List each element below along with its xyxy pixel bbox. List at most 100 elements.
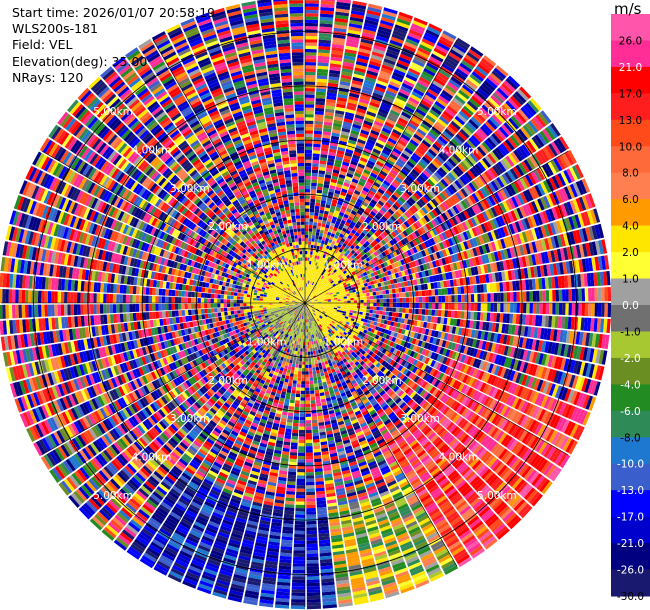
velocity-gate	[346, 145, 355, 151]
velocity-gate	[328, 151, 336, 157]
velocity-gate	[320, 10, 334, 15]
velocity-gate	[316, 245, 320, 250]
velocity-gate	[387, 137, 397, 145]
velocity-gate	[464, 123, 475, 134]
velocity-gate	[365, 289, 370, 293]
velocity-gate	[411, 168, 420, 177]
velocity-gate	[418, 174, 427, 183]
velocity-gate	[449, 49, 464, 59]
velocity-gate	[330, 250, 334, 255]
velocity-gate	[347, 99, 358, 105]
velocity-gate	[335, 110, 345, 115]
velocity-gate	[481, 104, 493, 116]
velocity-gate	[415, 108, 427, 117]
velocity-gate	[315, 199, 321, 204]
velocity-gate	[424, 309, 429, 316]
velocity-gate	[331, 230, 337, 235]
velocity-gate	[366, 292, 370, 297]
velocity-gate	[464, 54, 478, 65]
velocity-gate	[325, 108, 335, 113]
velocity-gate	[436, 41, 450, 52]
velocity-gate	[321, 147, 329, 152]
velocity-gate	[427, 111, 438, 121]
velocity-gate	[319, 271, 323, 275]
velocity-gate	[359, 290, 363, 294]
velocity-gate	[437, 118, 448, 128]
velocity-gate	[355, 169, 363, 175]
velocity-gate	[428, 85, 441, 95]
velocity-gate	[319, 278, 323, 282]
velocity-gate	[332, 237, 338, 242]
velocity-gate	[433, 157, 443, 167]
velocity-gate	[337, 236, 343, 241]
velocity-gate	[309, 208, 315, 213]
velocity-gate	[379, 70, 392, 78]
velocity-gate	[319, 282, 323, 286]
velocity-gate	[401, 313, 406, 319]
velocity-gate	[320, 154, 328, 159]
velocity-gate	[309, 254, 313, 258]
velocity-gate	[409, 303, 413, 308]
velocity-gate	[354, 172, 362, 178]
velocity-gate	[388, 156, 397, 164]
velocity-gate	[440, 150, 450, 160]
velocity-gate	[327, 89, 338, 94]
velocity-gate	[306, 296, 308, 300]
velocity-gate	[327, 242, 332, 247]
velocity-gate	[376, 114, 386, 121]
velocity-gate	[310, 244, 314, 249]
velocity-gate	[320, 253, 324, 258]
velocity-gate	[425, 114, 436, 123]
velocity-gate	[418, 125, 429, 134]
velocity-gate	[445, 84, 457, 94]
velocity-gate	[494, 90, 507, 102]
velocity-gate	[321, 223, 326, 228]
velocity-gate	[318, 36, 332, 41]
velocity-gate	[337, 299, 341, 302]
velocity-gate	[398, 56, 411, 65]
velocity-gate	[313, 258, 317, 262]
velocity-gate	[352, 218, 358, 224]
velocity-gate	[493, 67, 507, 80]
velocity-gate	[361, 212, 368, 219]
velocity-gate	[376, 160, 384, 168]
velocity-gate	[477, 109, 489, 120]
velocity-gate	[352, 226, 359, 232]
velocity-gate	[412, 20, 427, 29]
velocity-gate	[383, 192, 391, 199]
velocity-gate	[371, 288, 376, 292]
velocity-gate	[421, 290, 426, 297]
velocity-gate	[337, 260, 342, 265]
velocity-gate	[307, 298, 310, 301]
velocity-gate	[315, 272, 319, 277]
velocity-gate	[338, 90, 349, 96]
velocity-gate	[391, 150, 400, 158]
velocity-gate	[581, 303, 586, 316]
velocity-gate	[341, 188, 348, 194]
velocity-gate	[427, 178, 435, 187]
velocity-gate	[321, 301, 325, 302]
velocity-gate	[357, 242, 363, 248]
velocity-gate	[308, 277, 311, 281]
velocity-gate	[470, 303, 475, 311]
velocity-gate	[342, 124, 352, 130]
velocity-gate	[360, 245, 366, 251]
velocity-gate	[323, 230, 328, 235]
velocity-gate	[432, 80, 444, 90]
velocity-gate	[329, 145, 338, 150]
velocity-gate	[327, 82, 339, 88]
velocity-gate	[313, 268, 316, 272]
velocity-gate	[492, 92, 505, 104]
velocity-gate	[345, 193, 352, 199]
velocity-gate	[419, 102, 430, 111]
velocity-gate	[407, 286, 412, 292]
velocity-gate	[489, 283, 494, 293]
velocity-gate	[346, 293, 350, 297]
velocity-gate	[490, 303, 494, 312]
velocity-gate	[339, 194, 346, 200]
velocity-gate	[369, 236, 375, 242]
velocity-gate	[346, 295, 351, 299]
velocity-gate	[427, 165, 436, 174]
velocity-gate	[309, 295, 312, 299]
velocity-gate	[464, 103, 476, 114]
